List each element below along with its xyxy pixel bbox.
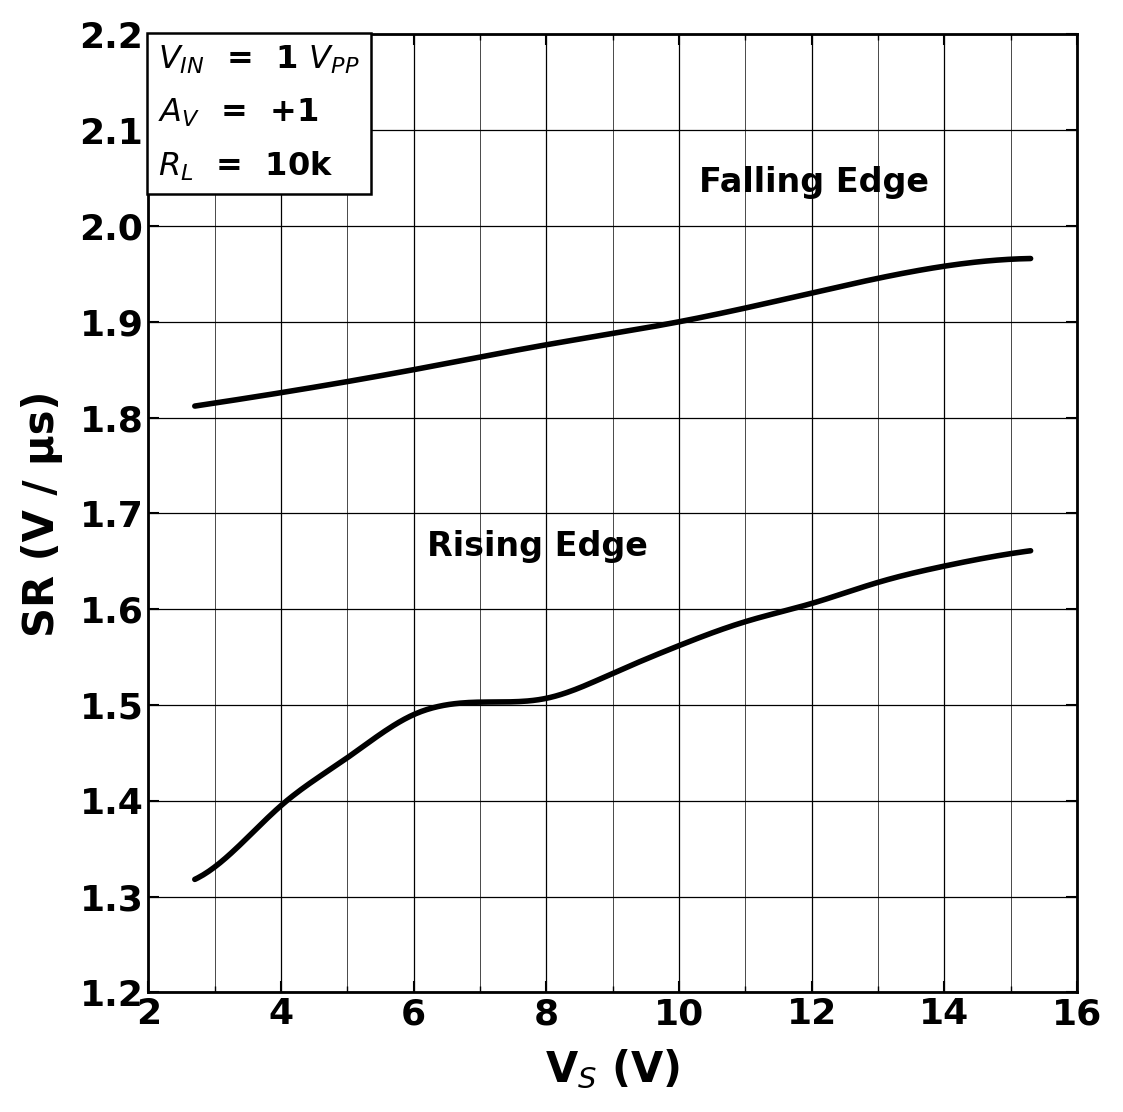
Text: $V_{IN}$  =  1 $V_{PP}$
$A_V$  =  +1
$R_L$  =  10k: $V_{IN}$ = 1 $V_{PP}$ $A_V$ = +1 $R_L$ =… xyxy=(158,43,360,182)
Text: Rising Edge: Rising Edge xyxy=(427,530,648,564)
Y-axis label: SR (V / μs): SR (V / μs) xyxy=(21,390,63,637)
X-axis label: V$_S$ (V): V$_S$ (V) xyxy=(545,1048,681,1091)
Text: Falling Edge: Falling Edge xyxy=(699,167,929,199)
